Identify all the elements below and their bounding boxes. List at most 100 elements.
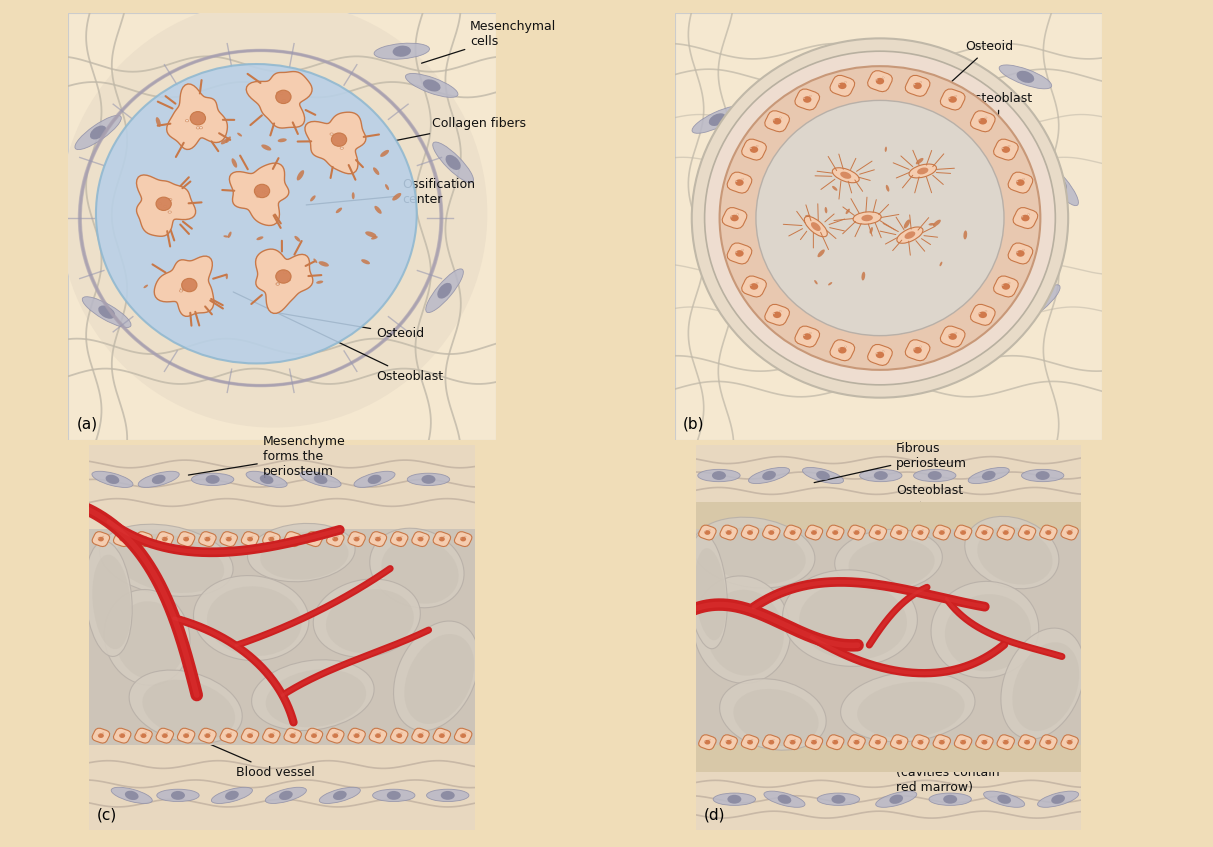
Ellipse shape — [838, 82, 847, 89]
Ellipse shape — [882, 77, 884, 78]
Ellipse shape — [375, 538, 376, 539]
Ellipse shape — [861, 272, 865, 280]
Ellipse shape — [979, 312, 987, 318]
Ellipse shape — [905, 231, 916, 239]
Ellipse shape — [300, 471, 341, 488]
Ellipse shape — [870, 227, 873, 234]
Ellipse shape — [337, 536, 338, 537]
Ellipse shape — [841, 172, 852, 179]
Text: Mesenchymal
cells: Mesenchymal cells — [422, 20, 557, 64]
Ellipse shape — [106, 474, 119, 484]
Ellipse shape — [955, 332, 957, 334]
Ellipse shape — [879, 529, 881, 530]
Ellipse shape — [790, 741, 791, 742]
Polygon shape — [826, 735, 844, 750]
Ellipse shape — [256, 195, 260, 197]
Ellipse shape — [832, 531, 833, 532]
Ellipse shape — [226, 136, 230, 143]
Ellipse shape — [297, 170, 304, 180]
Ellipse shape — [1066, 740, 1072, 745]
Ellipse shape — [99, 524, 233, 596]
Ellipse shape — [465, 536, 466, 537]
Ellipse shape — [439, 537, 445, 541]
Ellipse shape — [385, 184, 389, 190]
Ellipse shape — [875, 530, 881, 534]
Ellipse shape — [1023, 249, 1025, 251]
Ellipse shape — [725, 530, 731, 534]
Ellipse shape — [98, 306, 115, 318]
Ellipse shape — [361, 259, 370, 264]
Ellipse shape — [281, 100, 285, 102]
Ellipse shape — [421, 475, 435, 484]
Ellipse shape — [1066, 530, 1072, 534]
Polygon shape — [135, 728, 153, 743]
Ellipse shape — [358, 733, 359, 734]
Ellipse shape — [119, 538, 121, 539]
Ellipse shape — [368, 474, 381, 484]
Polygon shape — [764, 111, 790, 132]
Ellipse shape — [186, 119, 189, 122]
Ellipse shape — [90, 125, 107, 140]
Ellipse shape — [146, 733, 147, 734]
Ellipse shape — [397, 734, 398, 735]
Ellipse shape — [844, 346, 847, 347]
Ellipse shape — [815, 529, 816, 530]
Ellipse shape — [875, 531, 877, 532]
Ellipse shape — [205, 538, 206, 539]
Ellipse shape — [125, 791, 138, 800]
Polygon shape — [284, 728, 301, 743]
Ellipse shape — [1016, 180, 1025, 185]
Polygon shape — [993, 276, 1018, 297]
Ellipse shape — [904, 219, 910, 229]
Ellipse shape — [183, 537, 189, 541]
Ellipse shape — [725, 531, 728, 532]
Polygon shape — [1018, 735, 1036, 750]
Ellipse shape — [882, 351, 884, 352]
Ellipse shape — [1021, 216, 1024, 218]
Polygon shape — [795, 326, 820, 347]
Ellipse shape — [949, 335, 951, 336]
Ellipse shape — [795, 529, 796, 530]
Ellipse shape — [180, 290, 183, 292]
Ellipse shape — [756, 282, 758, 284]
Ellipse shape — [896, 740, 902, 745]
FancyBboxPatch shape — [696, 445, 1081, 830]
Polygon shape — [890, 735, 907, 750]
Ellipse shape — [460, 537, 466, 541]
Polygon shape — [699, 735, 716, 750]
Ellipse shape — [773, 312, 781, 318]
Ellipse shape — [913, 82, 922, 89]
Ellipse shape — [693, 518, 815, 588]
Polygon shape — [912, 735, 929, 750]
Polygon shape — [154, 256, 213, 316]
Text: Osteoblast: Osteoblast — [966, 91, 1032, 190]
Polygon shape — [867, 71, 893, 91]
Ellipse shape — [1013, 642, 1080, 731]
Ellipse shape — [439, 734, 440, 735]
Polygon shape — [433, 532, 450, 546]
Polygon shape — [867, 345, 893, 365]
Polygon shape — [391, 728, 408, 743]
Ellipse shape — [762, 471, 776, 480]
Ellipse shape — [115, 601, 186, 679]
Ellipse shape — [750, 283, 758, 290]
Ellipse shape — [433, 142, 473, 183]
Ellipse shape — [115, 534, 224, 593]
Ellipse shape — [342, 141, 346, 143]
Ellipse shape — [232, 158, 238, 168]
Ellipse shape — [750, 147, 752, 149]
Polygon shape — [433, 728, 450, 743]
Ellipse shape — [708, 113, 727, 126]
Ellipse shape — [708, 739, 711, 740]
Ellipse shape — [138, 471, 180, 488]
Ellipse shape — [404, 634, 474, 724]
Polygon shape — [955, 735, 972, 750]
Ellipse shape — [790, 530, 796, 534]
Ellipse shape — [439, 734, 445, 738]
Polygon shape — [784, 525, 802, 540]
Ellipse shape — [940, 262, 943, 266]
Ellipse shape — [963, 230, 967, 240]
Polygon shape — [177, 728, 195, 743]
Ellipse shape — [803, 97, 811, 102]
Ellipse shape — [277, 283, 279, 285]
